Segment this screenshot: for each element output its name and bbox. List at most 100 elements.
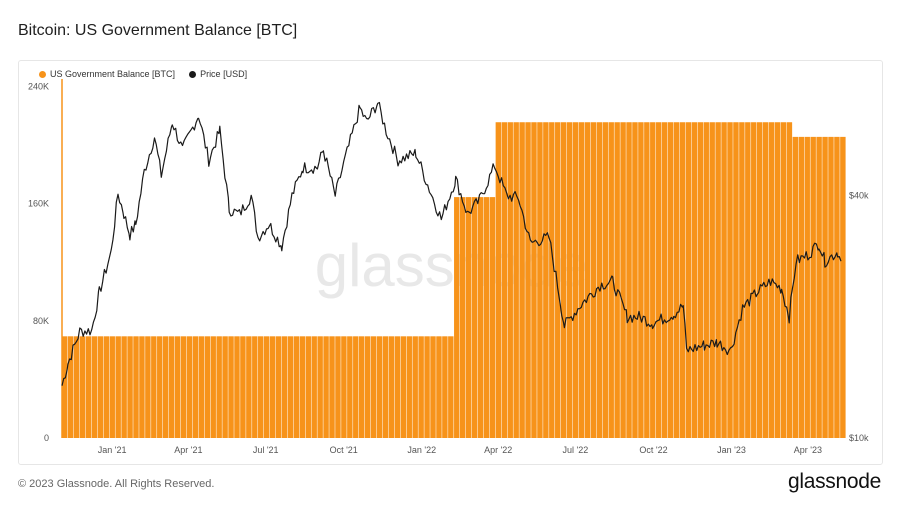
chart-card: US Government Balance [BTC] Price [USD] … [18, 60, 883, 465]
x-tick-6: Jul '22 [563, 445, 589, 455]
balance-bar-28 [228, 336, 234, 438]
balance-bar-43 [317, 336, 323, 438]
balance-bar-39 [293, 336, 300, 438]
balance-bar-3 [79, 336, 86, 438]
balance-bar-130 [834, 136, 840, 438]
y-right-tick-1: $40k [849, 191, 869, 201]
balance-bar-14 [145, 336, 151, 438]
balance-bar-100 [656, 122, 662, 439]
balance-bar-29 [234, 336, 240, 438]
balance-bar-128 [822, 136, 828, 438]
y-left-tick-1: 80K [33, 316, 49, 326]
balance-bar-20 [180, 336, 187, 438]
balance-bar-97 [638, 122, 644, 439]
balance-bar-2 [73, 336, 80, 438]
x-tick-0: Jan '21 [98, 445, 127, 455]
balance-bar-48 [347, 336, 353, 438]
balance-bar-81 [543, 122, 549, 439]
balance-bar-79 [531, 122, 537, 439]
x-tick-7: Oct '22 [639, 445, 667, 455]
balance-bar-40 [299, 336, 306, 438]
balance-bar-65 [448, 336, 454, 438]
balance-bar-55 [388, 336, 395, 438]
legend-swatch-price [189, 70, 197, 78]
balance-bar-115 [745, 122, 751, 439]
balance-bar-26 [216, 336, 222, 438]
balance-bar-102 [667, 122, 674, 439]
balance-bar-31 [246, 336, 252, 438]
balance-bar-64 [442, 336, 448, 438]
balance-bar-98 [644, 122, 650, 439]
balance-bar-44 [323, 336, 329, 438]
legend-item-balance[interactable]: US Government Balance [BTC] [39, 69, 175, 79]
balance-bar-90 [596, 122, 603, 439]
price-line [61, 101, 842, 386]
balance-bar-86 [572, 122, 579, 439]
balance-bar-77 [519, 122, 525, 439]
balance-bar-49 [353, 336, 359, 438]
balance-bar-74 [501, 122, 508, 439]
balance-bar-7 [103, 336, 110, 438]
y-left-tick-2: 160K [28, 199, 49, 209]
balance-bar-15 [151, 336, 157, 438]
balance-bar-118 [762, 122, 769, 439]
balance-bar-110 [715, 122, 721, 439]
balance-bar-127 [816, 136, 822, 438]
balance-bar-61 [424, 336, 430, 438]
balance-bar-95 [626, 122, 632, 439]
balance-bar-113 [733, 122, 739, 439]
balance-bar-12 [133, 336, 139, 438]
chart-plot[interactable]: glassnode 0 80K 160K 240K $10k $40k Jan '21 Apr … [19, 61, 882, 464]
x-tick-2: Jul '21 [253, 445, 279, 455]
y-right-tick-0: $10k [849, 433, 869, 443]
balance-bar-108 [703, 122, 709, 439]
balance-bar-16 [157, 336, 163, 438]
balance-bar-1 [67, 336, 74, 438]
balance-bar-24 [204, 336, 210, 438]
balance-bar-18 [168, 336, 175, 438]
legend-label-balance: US Government Balance [BTC] [50, 69, 176, 79]
balance-bar-30 [240, 336, 246, 438]
x-tick-8: Jan '23 [717, 445, 746, 455]
balance-bar-23 [198, 336, 205, 438]
balance-bar-101 [661, 122, 668, 439]
legend-label-price: Price [USD] [200, 69, 248, 79]
glassnode-logo[interactable]: glassnode [787, 470, 881, 493]
page-title: Bitcoin: US Government Balance [BTC] [18, 22, 298, 39]
balance-bar-10 [121, 336, 127, 438]
legend: US Government Balance [BTC] Price [USD] [39, 69, 247, 79]
balance-bar-84 [560, 122, 567, 439]
balance-bar-87 [578, 122, 585, 439]
balance-bar-63 [436, 336, 442, 438]
balance-bar-8 [109, 336, 115, 438]
balance-bar-25 [210, 336, 216, 438]
balance-bar-0 [62, 336, 68, 438]
balance-bar-53 [376, 336, 383, 438]
watermark: glassnode [315, 232, 589, 299]
balance-bar-9 [115, 336, 121, 438]
balance-bar-111 [721, 122, 727, 439]
balance-bar-72 [489, 197, 496, 438]
balance-bar-93 [614, 122, 620, 439]
legend-item-price[interactable]: Price [USD] [189, 69, 247, 79]
x-tick-3: Oct '21 [330, 445, 358, 455]
balance-bar-124 [798, 136, 805, 438]
balance-bar-92 [608, 122, 614, 439]
y-left-tick-3: 240K [28, 81, 49, 91]
balance-bar-4 [85, 336, 92, 438]
balance-bar-114 [739, 122, 745, 439]
balance-bar-88 [584, 122, 591, 439]
balance-bar-58 [406, 336, 412, 438]
balance-bar-69 [471, 197, 478, 438]
balance-bar-22 [192, 336, 199, 438]
balance-bar-60 [418, 336, 424, 438]
balance-bar-66 [454, 197, 460, 438]
balance-bar-51 [364, 336, 371, 438]
balance-bar-52 [370, 336, 377, 438]
x-tick-1: Apr '21 [174, 445, 202, 455]
balance-bar-105 [685, 122, 692, 439]
x-tick-9: Apr '23 [794, 445, 822, 455]
balance-bar-21 [186, 336, 193, 438]
balance-bar-27 [222, 336, 228, 438]
balance-bar-94 [620, 122, 626, 439]
